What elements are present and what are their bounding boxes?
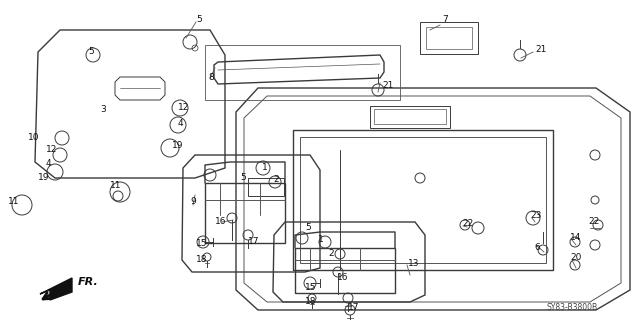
Text: SY83-B3800B: SY83-B3800B bbox=[547, 303, 598, 313]
Text: 12: 12 bbox=[178, 103, 189, 113]
Text: 9: 9 bbox=[190, 197, 196, 206]
Text: 3: 3 bbox=[100, 106, 106, 115]
Text: 18: 18 bbox=[305, 298, 317, 307]
Text: 21: 21 bbox=[382, 81, 394, 90]
Text: 18: 18 bbox=[196, 255, 208, 265]
Text: 1: 1 bbox=[262, 163, 268, 172]
Text: 4: 4 bbox=[46, 158, 52, 167]
Text: 10: 10 bbox=[28, 133, 39, 142]
Text: 15: 15 bbox=[305, 283, 317, 292]
Text: 8: 8 bbox=[208, 74, 214, 83]
Bar bbox=[205, 45, 400, 100]
Polygon shape bbox=[40, 278, 72, 300]
Text: 22: 22 bbox=[588, 218, 599, 227]
Text: 14: 14 bbox=[570, 234, 582, 243]
Text: 5: 5 bbox=[240, 173, 246, 182]
Text: 2: 2 bbox=[328, 250, 334, 259]
Text: 21: 21 bbox=[535, 45, 547, 54]
Text: 23: 23 bbox=[530, 211, 541, 220]
Bar bbox=[295, 248, 395, 293]
Text: 6: 6 bbox=[534, 244, 540, 252]
Text: 5: 5 bbox=[305, 223, 311, 233]
Text: 7: 7 bbox=[442, 15, 448, 25]
Text: 5: 5 bbox=[88, 47, 94, 57]
Text: 16: 16 bbox=[337, 274, 348, 283]
Text: 1: 1 bbox=[318, 236, 324, 244]
Text: 11: 11 bbox=[110, 181, 122, 190]
Text: 17: 17 bbox=[348, 303, 359, 313]
Bar bbox=[300, 137, 546, 263]
Text: FR.: FR. bbox=[78, 277, 99, 287]
Bar bbox=[248, 178, 284, 196]
Text: 19: 19 bbox=[38, 173, 50, 182]
Bar bbox=[420, 22, 478, 54]
Bar bbox=[205, 183, 285, 243]
Text: 20: 20 bbox=[570, 253, 582, 262]
Text: 5: 5 bbox=[196, 15, 202, 25]
Text: 12: 12 bbox=[46, 146, 57, 155]
Text: 15: 15 bbox=[196, 239, 208, 249]
Text: 11: 11 bbox=[8, 197, 20, 206]
Bar bbox=[293, 130, 553, 270]
Text: 22: 22 bbox=[462, 220, 473, 228]
Text: 4: 4 bbox=[178, 119, 183, 129]
Text: 16: 16 bbox=[215, 218, 227, 227]
Text: 17: 17 bbox=[248, 237, 259, 246]
Text: 19: 19 bbox=[172, 141, 183, 150]
Bar bbox=[370, 106, 450, 128]
Bar bbox=[374, 109, 446, 124]
Bar bbox=[426, 27, 472, 49]
Text: 2: 2 bbox=[273, 175, 278, 185]
Text: 13: 13 bbox=[408, 259, 420, 268]
